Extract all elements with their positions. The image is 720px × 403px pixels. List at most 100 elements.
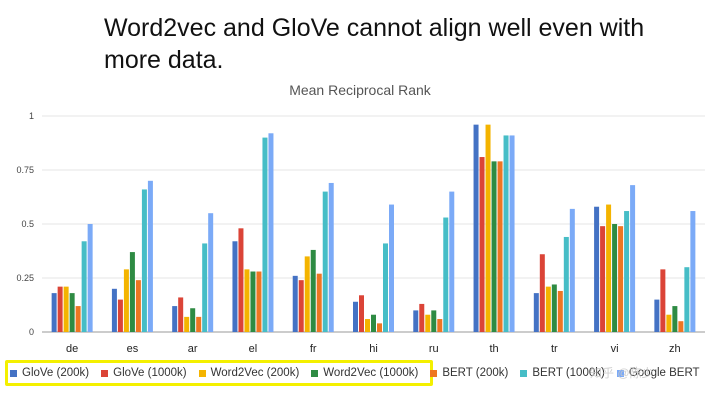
bar bbox=[87, 224, 93, 332]
legend-swatch bbox=[430, 369, 438, 377]
bar bbox=[298, 280, 304, 332]
bar bbox=[310, 249, 316, 332]
x-tick-label: zh bbox=[669, 343, 681, 355]
bar bbox=[365, 319, 370, 332]
bar bbox=[184, 316, 190, 332]
bar bbox=[63, 286, 69, 332]
legend-item: Google BERT bbox=[616, 367, 700, 379]
legend-swatch bbox=[616, 369, 624, 377]
bar bbox=[606, 204, 612, 332]
x-tick-label: es bbox=[127, 343, 139, 355]
x-tick-label: de bbox=[66, 343, 78, 355]
legend-item: BERT (200k) bbox=[430, 367, 508, 379]
bar bbox=[202, 243, 208, 332]
bar bbox=[485, 124, 491, 332]
bar bbox=[594, 206, 600, 332]
bar bbox=[491, 161, 497, 332]
bar bbox=[563, 236, 569, 332]
bar bbox=[660, 269, 666, 332]
legend-item: Word2Vec (1000k) bbox=[311, 367, 418, 379]
x-tick-label: ar bbox=[188, 343, 198, 355]
slide-title: Word2vec and GloVe cannot align well eve… bbox=[104, 14, 645, 74]
bar bbox=[196, 316, 202, 332]
bar bbox=[545, 286, 551, 332]
bar bbox=[322, 191, 328, 332]
bar bbox=[389, 204, 394, 332]
bar bbox=[672, 306, 678, 332]
bar bbox=[509, 135, 515, 332]
x-tick-label: vi bbox=[611, 343, 619, 355]
x-tick-label: tr bbox=[551, 343, 558, 355]
legend-label: BERT (200k) bbox=[442, 367, 509, 379]
bar bbox=[630, 185, 636, 332]
x-tick-label: hi bbox=[369, 343, 378, 355]
x-tick-label: fr bbox=[310, 343, 317, 355]
bar bbox=[473, 124, 479, 332]
bar bbox=[141, 189, 147, 332]
x-tick-label: th bbox=[489, 343, 498, 355]
bar bbox=[292, 275, 298, 332]
bar bbox=[238, 228, 244, 332]
bar bbox=[256, 271, 262, 332]
bar bbox=[262, 137, 268, 332]
bar bbox=[503, 135, 509, 332]
bar bbox=[371, 314, 376, 332]
chart-area: 0 0.25 0.5 0.75 1 de es ar el fr hi ru th tr vi zh bbox=[16, 111, 705, 355]
legend-label: GloVe (1000k) bbox=[113, 367, 187, 379]
legend-swatch bbox=[520, 369, 528, 377]
bar bbox=[497, 161, 503, 332]
bar bbox=[232, 241, 238, 332]
bar bbox=[533, 293, 539, 332]
bar bbox=[123, 269, 129, 332]
legend-label: Word2Vec (200k) bbox=[210, 367, 300, 379]
legend-item: GloVe (200k) bbox=[10, 367, 89, 379]
x-tick-label: el bbox=[249, 343, 258, 355]
bar bbox=[431, 310, 437, 332]
y-tick-label: 0 bbox=[29, 327, 34, 337]
legend-swatch bbox=[311, 369, 319, 377]
bar bbox=[178, 297, 184, 332]
bar bbox=[129, 252, 135, 332]
bar bbox=[654, 299, 660, 332]
bar bbox=[117, 299, 123, 332]
bar bbox=[551, 284, 557, 332]
legend-label: Google BERT bbox=[628, 367, 700, 379]
bar bbox=[678, 321, 684, 332]
bar bbox=[449, 191, 455, 332]
bar bbox=[612, 224, 618, 332]
bar bbox=[684, 267, 690, 332]
bar bbox=[244, 269, 250, 332]
bar bbox=[666, 314, 672, 332]
legend-swatch bbox=[10, 369, 17, 377]
legend-label: GloVe (200k) bbox=[22, 367, 90, 379]
bar bbox=[250, 271, 256, 332]
bar bbox=[268, 133, 274, 332]
legend-item: BERT (1000k) bbox=[520, 367, 605, 379]
y-tick-label: 0.75 bbox=[16, 165, 34, 175]
bar bbox=[383, 243, 388, 332]
legend-swatch bbox=[198, 369, 206, 377]
legend-label: Word2Vec (1000k) bbox=[323, 367, 419, 379]
legend-item: GloVe (1000k) bbox=[101, 367, 187, 379]
bar bbox=[208, 213, 214, 332]
bar bbox=[413, 310, 419, 332]
bar bbox=[190, 308, 196, 332]
y-tick-label: 0.25 bbox=[16, 273, 34, 283]
bar bbox=[569, 208, 575, 332]
bar bbox=[147, 180, 153, 332]
bar bbox=[51, 293, 57, 332]
bar bbox=[172, 306, 178, 332]
watermark: 知乎 @陈少 bbox=[590, 366, 654, 380]
bar bbox=[359, 295, 364, 332]
bar bbox=[111, 288, 117, 332]
legend-label: BERT (1000k) bbox=[532, 367, 605, 379]
bar bbox=[690, 211, 696, 332]
bar bbox=[81, 241, 87, 332]
y-tick-label: 1 bbox=[29, 111, 34, 121]
bar bbox=[557, 290, 563, 332]
bar bbox=[600, 226, 606, 332]
legend: GloVe (200k) GloVe (1000k) Word2Vec (200k)… bbox=[10, 364, 712, 382]
bar bbox=[316, 273, 322, 332]
bar bbox=[135, 280, 141, 332]
bar bbox=[75, 306, 81, 332]
